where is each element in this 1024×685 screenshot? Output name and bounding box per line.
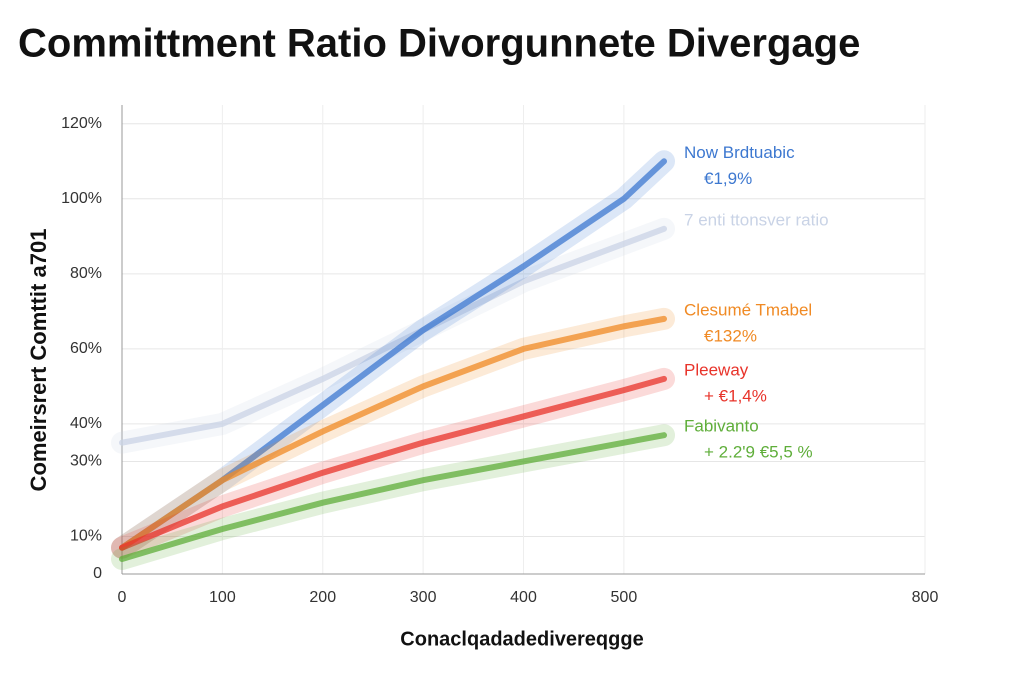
y-tick-label: 40% [70,415,102,432]
chart-title: Committment Ratio Divorgunnete Divergage [18,22,860,66]
x-axis-label: Conaclqadadedivereqgge [400,628,643,650]
series-annotation: + €1,4% [704,386,767,405]
x-tick-label: 0 [118,589,127,606]
y-tick-label: 60% [70,340,102,357]
y-tick-label: 0 [93,565,102,582]
series-annotation: €1,9% [704,169,752,188]
series-line [119,315,668,551]
x-tick-label: 200 [309,589,336,606]
series-line [119,375,668,551]
y-tick-label: 120% [61,115,102,132]
x-tick-label: 500 [611,589,638,606]
x-tick-label: 400 [510,589,537,606]
y-tick-label: 10% [70,528,102,545]
y-tick-label: 30% [70,453,102,470]
legend-label: Now Brdtuabic [684,143,795,162]
legend-label: Clesumé Tmabel [684,300,812,319]
series-line [119,432,668,562]
legend-label: Pleeway [684,360,749,379]
series-annotation: + 2.2'9 €5,5 % [704,443,813,462]
legend-label: Fabivanto [684,417,759,436]
x-tick-label: 100 [209,589,236,606]
legend-label: 7 enti ttonsver ratio [684,210,829,229]
y-tick-label: 100% [61,190,102,207]
series-annotation: €132% [704,326,757,345]
x-tick-label: 800 [912,589,939,606]
x-tick-label: 300 [410,589,437,606]
y-tick-label: 80% [70,265,102,282]
y-axis-label: Comeirsrert Comttit a701 [26,229,51,492]
